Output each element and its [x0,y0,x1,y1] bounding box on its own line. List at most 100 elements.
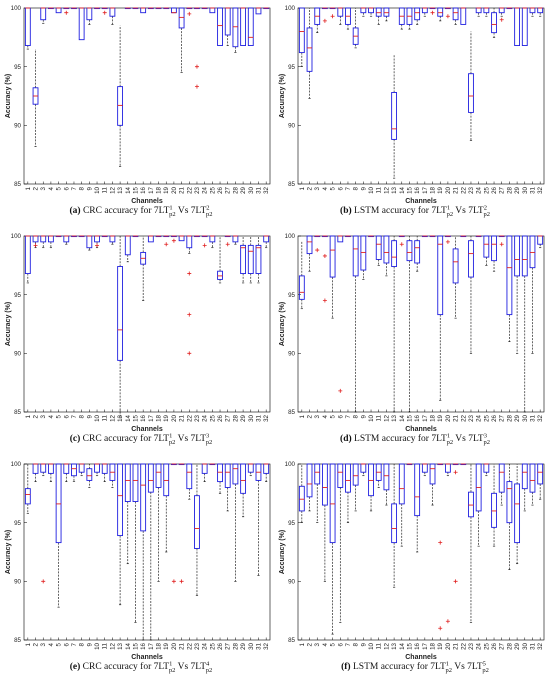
box-channel-14 [398,235,405,247]
x-tick-label: 20 [171,642,178,649]
box-channel-4 [47,235,54,249]
x-tick-label: 11 [102,186,109,193]
outlier-marker [171,579,176,584]
x-tick-label: 23 [468,186,475,193]
box-channel-11 [375,463,382,488]
box-channel-32 [263,463,270,482]
y-tick-label: 85 [14,637,21,644]
box-channel-18 [155,235,162,238]
caption-sub: p2 [446,667,453,674]
box-iqr [306,235,313,255]
box-channel-28 [232,235,239,245]
box-iqr [498,463,505,493]
box-channel-6 [63,463,70,482]
y-axis-label: Accuracy (%) [279,74,286,118]
caption-vs: Vs 7LT [453,434,484,444]
x-tick-label: 5 [56,414,63,418]
x-tick-label: 1 [25,186,32,190]
box-channel-30 [247,7,254,46]
x-tick-label: 8 [353,186,360,190]
x-tick-label: 32 [263,186,270,193]
box-channel-21 [452,236,459,319]
box-iqr [383,7,390,17]
box-iqr [429,463,436,485]
x-tick-label: 7 [71,642,78,646]
box-channel-3 [314,235,321,253]
box-iqr [352,235,359,277]
y-tick-label: 85 [14,409,21,416]
box-iqr [329,235,336,278]
x-tick-label: 1 [299,642,306,646]
x-tick-label: 8 [79,186,86,190]
box-channel-10 [368,235,374,238]
box-iqr [140,463,147,532]
panel-caption: (f) LSTM accuracy for 7LT1 p2 Vs 7LT5 p2 [341,661,489,675]
outlier-marker [315,248,320,253]
x-tick-label: 16 [140,642,147,649]
x-tick-label: 18 [430,642,437,649]
y-tick-label: 90 [14,351,21,358]
x-tick-label: 4 [48,186,55,190]
box-channel-26 [217,463,223,494]
box-channel-1 [24,7,31,50]
box-iqr [314,463,321,485]
box-iqr [178,7,185,29]
box-channel-2 [306,8,313,99]
box-iqr [255,7,262,15]
x-tick-label: 17 [422,414,429,421]
box-channel-5 [55,7,62,14]
x-tick-label: 26 [491,642,498,649]
x-tick-label: 6 [337,414,344,418]
box-channel-1 [298,241,305,310]
x-tick-label: 28 [232,414,239,421]
x-tick-label: 5 [330,414,337,418]
box-iqr [40,235,47,243]
x-tick-label: 28 [232,186,239,193]
x-tick-label: 6 [63,642,70,646]
box-iqr [468,73,474,113]
box-channel-14 [398,463,405,547]
box-iqr [101,463,108,474]
y-tick-label: 85 [288,637,295,644]
box-iqr [391,92,398,140]
outlier-marker [164,242,169,247]
panel-caption: (b) LSTM accuracy for 7LT1 p2 Vs 7LT2 p2 [340,205,490,219]
box-channel-20 [170,463,177,584]
box-channel-10 [368,463,374,512]
x-tick-label: 6 [63,186,70,190]
box-iqr [86,468,93,481]
box-iqr [421,463,428,473]
box-iqr [40,7,47,21]
x-tick-label: 9 [360,186,367,190]
x-tick-label: 1 [25,642,32,646]
x-tick-label: 17 [148,186,155,193]
x-tick-label: 23 [468,414,475,421]
x-tick-label: 15 [406,186,413,193]
box-iqr [186,235,193,249]
x-tick-label: 9 [86,414,93,418]
box-iqr [521,7,528,46]
box-channel-5 [55,235,62,238]
x-tick-label: 9 [86,642,93,646]
x-tick-label: 6 [63,414,70,418]
outlier-marker [399,242,404,247]
box-iqr [337,463,344,488]
box-channel-9 [86,7,93,25]
x-tick-label: 18 [430,414,437,421]
x-tick-label: 16 [414,186,421,193]
x-tick-label: 29 [240,186,247,193]
x-tick-label: 10 [368,414,375,421]
x-axis-label: Channels [131,426,163,433]
caption-letter: (a) [69,205,80,216]
box-iqr [163,463,170,497]
box-iqr [437,235,444,316]
x-tick-label: 26 [491,186,498,193]
x-tick-label: 13 [117,186,124,193]
box-channel-16 [414,7,421,25]
x-tick-label: 21 [179,642,186,649]
y-tick-label: 100 [285,5,296,12]
outlier-marker [438,540,443,545]
x-tick-label: 1 [25,414,32,418]
outlier-marker [453,579,458,584]
box-iqr [406,240,413,262]
